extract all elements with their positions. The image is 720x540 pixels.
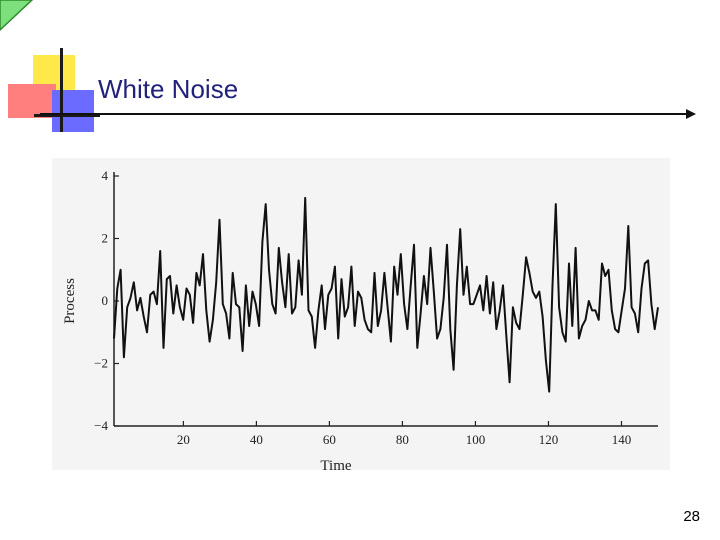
x-axis-label: Time [320,458,351,474]
page-number: 28 [683,508,700,525]
logo-horizontal-line [34,114,100,117]
title-underline-arrow [40,109,696,119]
y-tick-label: 0 [102,293,109,308]
x-tick-label: 100 [466,432,486,447]
x-tick-label: 80 [396,432,409,447]
x-tick-label: 60 [323,432,336,447]
white-noise-chart: −4 −2 0 2 4 20 40 60 80 100 120 140 Time Process [52,158,670,474]
x-tick-label: 40 [250,432,263,447]
y-tick-label: −4 [94,418,108,433]
blue-square [52,90,94,132]
decorative-logo-blocks [0,40,110,140]
logo-vertical-line [60,48,63,132]
x-tick-label: 20 [177,432,190,447]
red-square [8,84,56,118]
corner-accent-triangle [0,0,34,32]
y-tick-label: 2 [102,231,109,246]
y-axis-label: Process [62,278,78,324]
x-tick-label: 140 [612,432,632,447]
noise-series-line [113,196,659,393]
slide-title: White Noise [98,74,239,104]
y-tick-label: 4 [102,168,109,183]
x-tick-label: 120 [539,432,559,447]
y-tick-label: −2 [94,356,108,371]
